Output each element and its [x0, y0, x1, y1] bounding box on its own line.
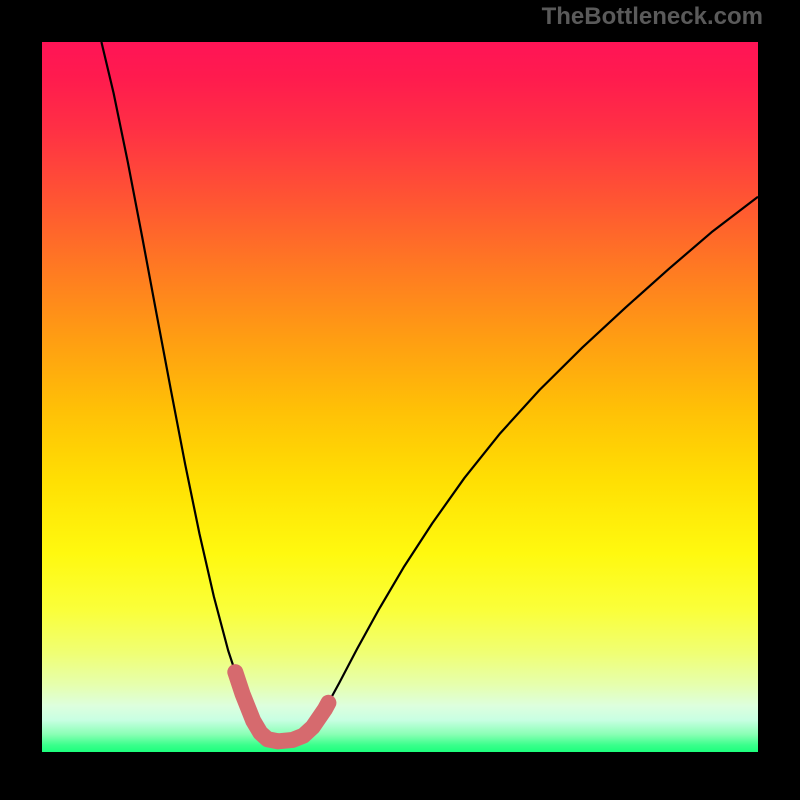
chart-container: TheBottleneck.com: [0, 0, 800, 800]
bottleneck-chart: [0, 0, 800, 800]
gradient-plot-area: [42, 42, 758, 752]
watermark-text: TheBottleneck.com: [542, 3, 763, 31]
